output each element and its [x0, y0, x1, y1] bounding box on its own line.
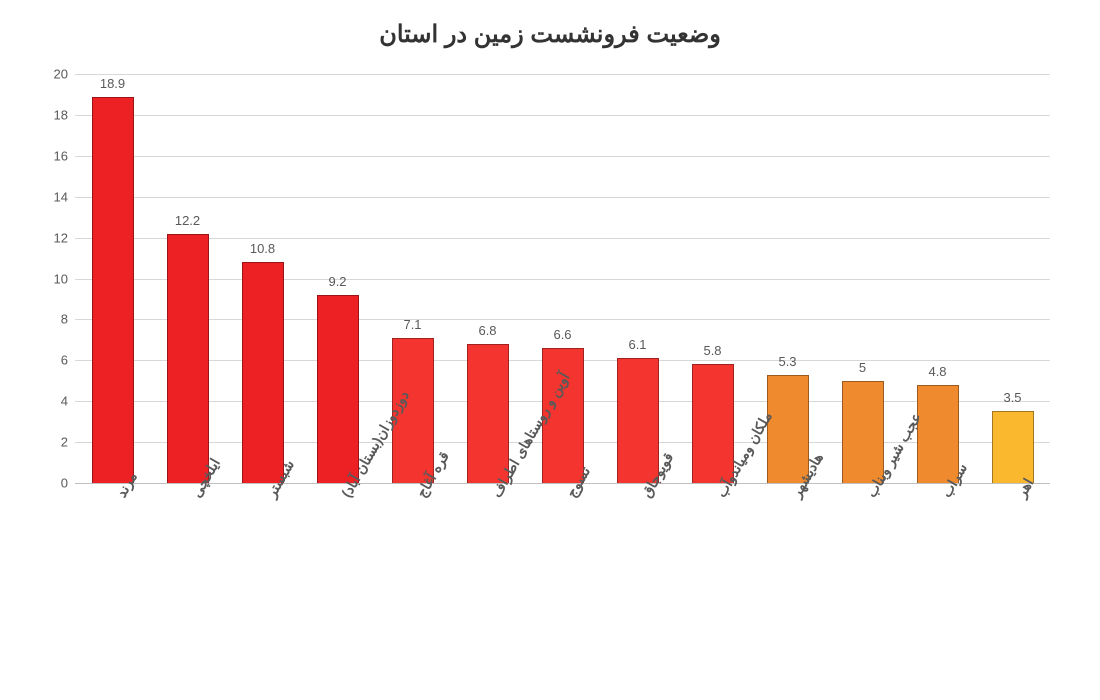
x-label-slot: قره آغاج: [375, 484, 450, 664]
ytick-label: 10: [40, 271, 68, 286]
bar: 3.5: [992, 411, 1034, 483]
bar-slot: 12.2: [150, 74, 225, 483]
x-labels: مرندایلخچیشبستردوزدوزان(بستان آباد)قره آ…: [75, 484, 1050, 664]
x-label-slot: هادیشهر: [750, 484, 825, 664]
bar: 6.8: [467, 344, 509, 483]
ytick-label: 8: [40, 312, 68, 327]
chart-title: وضعیت فرونشست زمین در استان: [40, 20, 1060, 49]
x-label-slot: مرند: [75, 484, 150, 664]
bar-value-label: 6.8: [478, 323, 496, 338]
bar-value-label: 5.8: [703, 343, 721, 358]
bar-slot: 5: [825, 74, 900, 483]
x-label-slot: قویوجاق: [600, 484, 675, 664]
ytick-label: 16: [40, 148, 68, 163]
ytick-label: 12: [40, 230, 68, 245]
bar: 9.2: [317, 295, 359, 483]
x-label-slot: ایلخچی: [150, 484, 225, 664]
ytick-label: 18: [40, 107, 68, 122]
ytick-label: 2: [40, 435, 68, 450]
bar-slot: 10.8: [225, 74, 300, 483]
bar-value-label: 3.5: [1003, 390, 1021, 405]
x-label-slot: ملکان ومیاندوآب: [675, 484, 750, 664]
bar-value-label: 10.8: [250, 241, 275, 256]
bar-value-label: 6.6: [553, 327, 571, 342]
x-label-slot: اهر: [975, 484, 1050, 664]
ytick-label: 4: [40, 394, 68, 409]
bar-value-label: 5: [859, 360, 866, 375]
bar: 18.9: [92, 97, 134, 484]
bar-value-label: 18.9: [100, 76, 125, 91]
x-label-slot: تسوج: [525, 484, 600, 664]
bar: 12.2: [167, 234, 209, 483]
ytick-label: 20: [40, 67, 68, 82]
bar-value-label: 9.2: [328, 274, 346, 289]
x-label-slot: عجب شیر وبناب: [825, 484, 900, 664]
bar-value-label: 4.8: [928, 364, 946, 379]
bar-slot: 6.8: [450, 74, 525, 483]
x-label-slot: شبستر: [225, 484, 300, 664]
x-label-slot: سراب: [900, 484, 975, 664]
bar-value-label: 7.1: [403, 317, 421, 332]
bar-slot: 6.1: [600, 74, 675, 483]
bar-slot: 5.8: [675, 74, 750, 483]
bar-slot: 9.2: [300, 74, 375, 483]
bar: 10.8: [242, 262, 284, 483]
bar: 6.1: [617, 358, 659, 483]
bar-slot: 18.9: [75, 74, 150, 483]
bar-value-label: 12.2: [175, 213, 200, 228]
chart-container: وضعیت فرونشست زمین در استان 0 2 4 6 8 10 12 14 1…: [0, 0, 1100, 700]
bar-value-label: 5.3: [778, 354, 796, 369]
ytick-label: 6: [40, 353, 68, 368]
ytick-label: 14: [40, 189, 68, 204]
x-label-slot: دوزدوزان(بستان آباد): [300, 484, 375, 664]
ytick-label: 0: [40, 476, 68, 491]
x-label-slot: آوین و روستاهای اطراف: [450, 484, 525, 664]
bar-value-label: 6.1: [628, 337, 646, 352]
bar-slot: 3.5: [975, 74, 1050, 483]
